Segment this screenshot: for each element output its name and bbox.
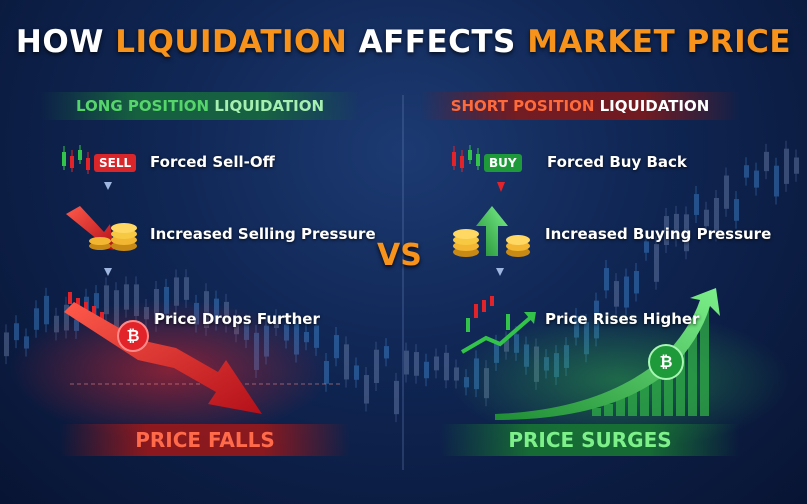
green-bar <box>652 374 661 416</box>
long-heading-part-1: LONG POSITION <box>75 97 215 115</box>
green-up-arrow <box>476 206 508 256</box>
bg-candle <box>694 194 699 215</box>
price-surges-label: PRICE SURGES <box>440 424 740 456</box>
green-bar <box>700 308 709 416</box>
bg-candle <box>604 268 609 291</box>
bg-candle <box>44 295 49 325</box>
bg-candle <box>344 344 349 380</box>
short-heading-part-2: LIQUIDATION <box>599 97 710 115</box>
title-part-2: LIQUIDATION <box>115 24 348 60</box>
page-title: HOW LIQUIDATION AFFECTS MARKET PRICE <box>0 24 807 60</box>
bitcoin-green-icon: ₿ <box>648 344 684 380</box>
bg-candle <box>784 148 789 184</box>
down-arrow-3 <box>496 268 504 276</box>
red-falling-arrow <box>64 302 262 414</box>
bg-candle <box>734 199 739 221</box>
bg-candle <box>794 157 799 174</box>
bg-candle <box>714 197 719 234</box>
green-small-rising-line <box>460 316 532 354</box>
bg-candle <box>654 244 659 282</box>
bg-candle <box>744 165 749 178</box>
green-bar <box>664 362 673 416</box>
bg-candle <box>754 170 759 188</box>
red-small-down-arrow <box>497 182 505 192</box>
bg-candle <box>174 277 179 306</box>
right-step-1: Forced Buy Back <box>547 153 687 171</box>
sell-tag: SELL <box>94 154 137 172</box>
bg-candle <box>724 175 729 209</box>
bg-candle <box>134 284 139 317</box>
short-position-heading: SHORT POSITION LIQUIDATION <box>420 92 740 120</box>
long-heading-part-2: LIQUIDATION <box>214 97 324 115</box>
green-bar <box>676 346 685 416</box>
bg-candle <box>644 241 649 253</box>
bg-candle <box>774 165 779 197</box>
bg-candle <box>764 151 769 172</box>
bg-candle <box>14 323 19 341</box>
bg-candle <box>124 284 129 310</box>
green-bar <box>628 392 637 416</box>
green-bar <box>688 326 697 416</box>
long-position-heading: LONG POSITION LIQUIDATION <box>40 92 360 120</box>
title-part-3: AFFECTS <box>347 24 528 60</box>
title-part-4: MARKET PRICE <box>527 24 792 60</box>
bg-candle <box>4 332 9 357</box>
bg-candle <box>384 346 389 359</box>
green-bar <box>592 408 601 416</box>
green-bars <box>592 308 709 416</box>
bg-candle <box>354 365 359 380</box>
green-bar <box>604 404 613 416</box>
bg-candle <box>314 325 319 348</box>
vs-label: VS <box>377 238 422 273</box>
title-part-1: HOW <box>15 24 116 60</box>
bg-candle <box>94 293 99 309</box>
green-bar <box>640 384 649 416</box>
bg-candle <box>624 276 629 308</box>
bg-candle <box>664 216 669 245</box>
left-step-3: Price Drops Further <box>154 310 320 328</box>
right-rising-candles <box>466 296 510 332</box>
bg-candle <box>334 335 339 359</box>
left-step-2: Increased Selling Pressure <box>150 225 376 243</box>
short-heading-part-1: SHORT POSITION <box>450 97 600 115</box>
bg-candle <box>104 285 109 315</box>
bg-candle <box>434 356 439 371</box>
bg-candle <box>684 214 689 252</box>
bitcoin-red-icon: ₿ <box>117 320 149 352</box>
bg-candle <box>614 281 619 307</box>
green-bar <box>616 398 625 416</box>
left-top-candles <box>62 145 90 174</box>
down-arrow-2 <box>104 268 112 276</box>
right-step-2: Increased Buying Pressure <box>545 225 772 243</box>
bg-candle <box>414 352 419 376</box>
bg-candle <box>424 361 429 379</box>
bg-candle <box>634 271 639 294</box>
bg-candle <box>364 375 369 404</box>
right-top-candles <box>452 145 480 172</box>
bg-candle <box>704 209 709 227</box>
bg-candle <box>404 350 409 375</box>
bg-candle <box>184 277 189 300</box>
bg-candle <box>674 213 679 239</box>
bg-candle <box>374 349 379 383</box>
bg-candle <box>34 308 39 330</box>
left-step-1: Forced Sell-Off <box>150 153 275 171</box>
buy-tag: BUY <box>484 154 522 172</box>
bg-candle <box>444 352 449 381</box>
down-arrow-1 <box>104 182 112 190</box>
right-step-3: Price Rises Higher <box>545 310 700 328</box>
bg-candle <box>394 380 399 415</box>
price-falls-label: PRICE FALLS <box>60 424 350 456</box>
